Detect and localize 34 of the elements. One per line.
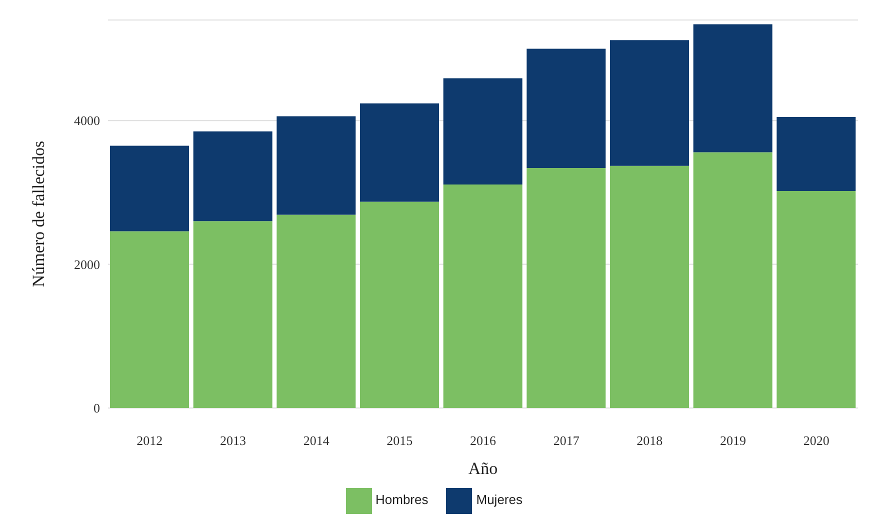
x-tick-label: 2015 <box>386 433 413 448</box>
bar <box>526 48 606 168</box>
bar <box>360 202 439 408</box>
bar <box>526 168 606 408</box>
bar <box>693 24 772 152</box>
bar <box>443 184 522 408</box>
bar <box>610 166 689 408</box>
y-tick-label: 0 <box>94 400 100 416</box>
bar <box>110 231 189 408</box>
y-tick-label: 2000 <box>74 256 100 272</box>
x-tick-label: 2014 <box>303 433 330 448</box>
bar <box>193 131 272 222</box>
bar <box>693 152 772 408</box>
bar <box>360 103 439 202</box>
x-tick-label: 2012 <box>136 433 163 448</box>
bar <box>776 191 856 408</box>
bar <box>193 221 272 408</box>
bar <box>110 146 189 232</box>
bar <box>776 117 856 192</box>
bar <box>276 116 356 215</box>
bar <box>276 214 356 408</box>
y-tick-label: 4000 <box>74 113 100 128</box>
x-tick-label: 2019 <box>720 433 746 448</box>
legend-label: Hombres <box>376 492 428 508</box>
x-tick-label: 2016 <box>470 433 496 448</box>
x-tick-label: 2013 <box>220 433 246 448</box>
x-tick-label: 2017 <box>553 433 580 448</box>
x-axis-title: Año <box>468 459 498 478</box>
bar <box>610 40 689 166</box>
y-axis-title: Número de fallecidos <box>29 140 48 288</box>
x-tick-label: 2018 <box>636 433 663 448</box>
x-tick-label: 2020 <box>803 433 830 448</box>
bar <box>443 78 522 185</box>
legend-label: Mujeres <box>476 492 522 508</box>
